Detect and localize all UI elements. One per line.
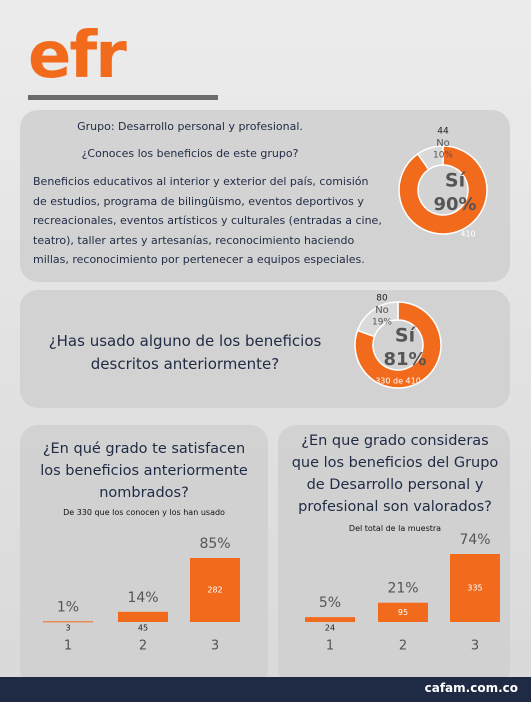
si-label: Sí — [445, 170, 467, 192]
bar-value: 24 — [325, 624, 335, 633]
footer-url: cafam.com.co — [360, 681, 518, 695]
bar — [305, 617, 355, 622]
bar-percent: 14% — [127, 590, 158, 606]
no-label: No — [375, 305, 389, 316]
bar-percent: 21% — [387, 581, 418, 597]
si-count: 330 de 410 — [375, 377, 421, 386]
x-tick-label: 1 — [64, 639, 72, 654]
group-label: Grupo: Desarrollo personal y profesional… — [40, 120, 340, 133]
bar-percent: 74% — [459, 532, 490, 548]
bar-value: 282 — [207, 586, 222, 595]
bar — [43, 621, 93, 622]
chart-title: ¿En que grado consideras que los benefic… — [288, 430, 502, 518]
question: ¿Has usado alguno de los beneficios desc… — [40, 330, 330, 376]
no-percent: 10% — [433, 151, 453, 161]
chart-subtitle: Del total de la muestra — [288, 524, 502, 533]
no-percent: 19% — [372, 318, 392, 328]
bar — [118, 612, 168, 622]
x-tick-label: 3 — [211, 639, 219, 654]
bar-percent: 85% — [199, 536, 230, 552]
bar-value: 45 — [138, 624, 148, 633]
bar-percent: 1% — [57, 599, 79, 615]
chart-subtitle: De 330 que los conocen y los han usado — [32, 508, 256, 517]
x-tick-label: 2 — [139, 639, 147, 654]
si-count: 410 — [460, 230, 475, 239]
si-percent: 81% — [383, 349, 426, 370]
description: Beneficios educativos al interior y exte… — [33, 172, 385, 270]
question: ¿Conoces los beneficios de este grupo? — [40, 147, 340, 160]
logo: efr — [28, 18, 125, 94]
si-label: Sí — [395, 325, 417, 347]
bar-value: 3 — [65, 624, 70, 633]
no-count: 44 — [437, 127, 449, 137]
bar-percent: 5% — [319, 595, 341, 611]
no-label: No — [436, 138, 450, 149]
no-count: 80 — [376, 294, 388, 304]
x-tick-label: 2 — [399, 639, 407, 654]
si-percent: 90% — [433, 194, 476, 215]
logo-underline — [28, 95, 218, 100]
chart-title: ¿En qué grado te satisfacen los benefici… — [32, 438, 256, 504]
infographic: 44No10%Sí90%41080No19%Sí81%330 de 41031%… — [0, 0, 531, 702]
bar-value: 335 — [467, 584, 482, 593]
bar-value: 95 — [398, 608, 408, 617]
x-tick-label: 1 — [326, 639, 334, 654]
x-tick-label: 3 — [471, 639, 479, 654]
